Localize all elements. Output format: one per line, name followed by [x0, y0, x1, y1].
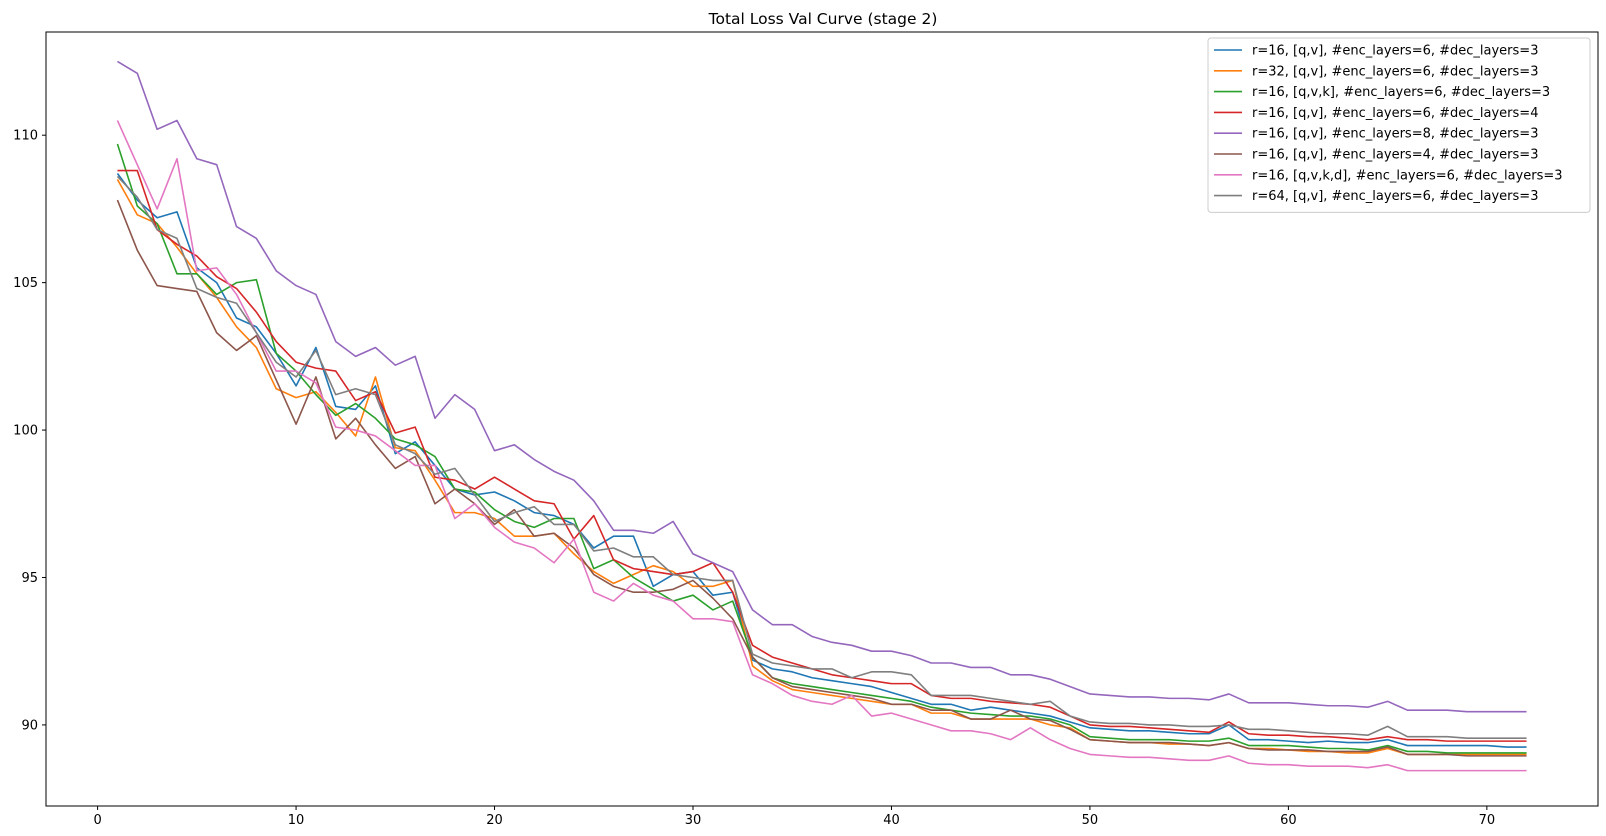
legend-label-7: r=16, [q,v,k,d], #enc_layers=6, #dec_lay… [1252, 168, 1563, 183]
legend-label-3: r=16, [q,v,k], #enc_layers=6, #dec_layer… [1252, 85, 1550, 100]
series-line-5 [117, 60, 1527, 713]
x-axis: 0 10 20 30 40 50 60 70 [93, 806, 1495, 828]
series-line-1 [116, 173, 1527, 748]
x-tick-label: 10 [288, 813, 305, 828]
y-axis: 90 95 100 105 110 [13, 129, 46, 733]
y-tick-label: 110 [13, 129, 38, 144]
x-tick-label: 70 [1479, 813, 1496, 828]
y-tick-label: 100 [13, 424, 38, 439]
y-tick-label: 95 [21, 571, 38, 586]
series-line-4 [117, 169, 1527, 742]
legend: r=16, [q,v], #enc_layers=6, #dec_layers=… [1207, 37, 1591, 213]
y-tick-label: 90 [21, 718, 38, 733]
legend-label-2: r=32, [q,v], #enc_layers=6, #dec_layers=… [1252, 64, 1538, 79]
plot-area [116, 60, 1527, 772]
series-line-3 [116, 143, 1527, 754]
legend-label-5: r=16, [q,v], #enc_layers=8, #dec_layers=… [1252, 127, 1538, 142]
x-tick-label: 60 [1280, 813, 1297, 828]
x-tick-label: 50 [1082, 813, 1099, 828]
legend-label-8: r=64, [q,v], #enc_layers=6, #dec_layers=… [1252, 189, 1538, 204]
axes-frame [45, 31, 1599, 807]
x-tick-label: 30 [685, 813, 702, 828]
legend-label-4: r=16, [q,v], #enc_layers=6, #dec_layers=… [1252, 106, 1538, 121]
legend-label-1: r=16, [q,v], #enc_layers=6, #dec_layers=… [1252, 44, 1538, 59]
chart-title: Total Loss Val Curve (stage 2) [708, 10, 938, 28]
x-tick-label: 40 [883, 813, 900, 828]
legend-label-6: r=16, [q,v], #enc_layers=4, #dec_layers=… [1252, 148, 1538, 163]
series-line-6 [116, 199, 1527, 757]
x-tick-label: 0 [93, 813, 101, 828]
series-line-7 [116, 120, 1527, 772]
series-line-8 [116, 175, 1527, 739]
y-tick-label: 105 [13, 276, 38, 291]
x-tick-label: 20 [486, 813, 503, 828]
legend-box [1207, 37, 1591, 213]
